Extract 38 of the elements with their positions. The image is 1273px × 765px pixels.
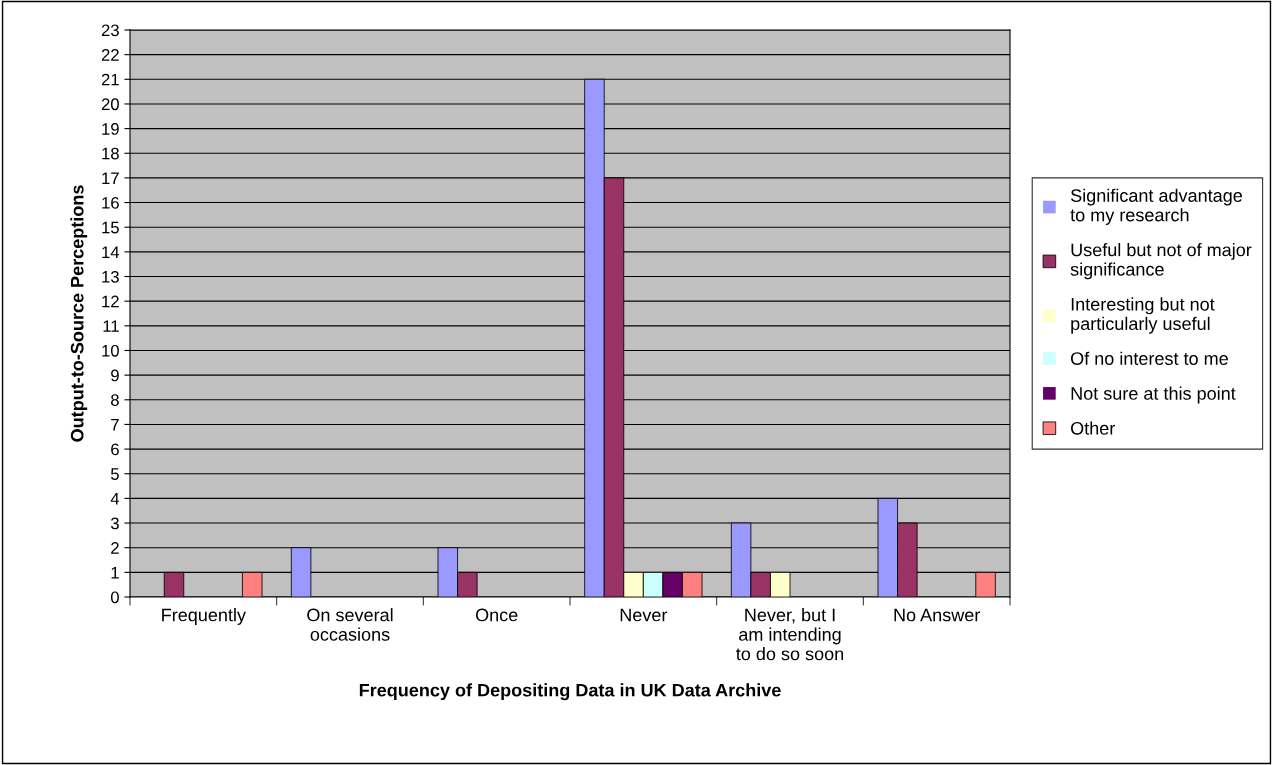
legend-label: Interesting but not particularly useful — [1071, 297, 1215, 334]
x-tick-label: Frequently — [162, 608, 246, 625]
y-tick-label: 18 — [102, 147, 119, 160]
y-tick-label: 7 — [111, 419, 119, 431]
y-tick-label: 1 — [111, 566, 119, 579]
y-tick-label: 23 — [101, 24, 119, 37]
y-axis-title: Output-to-Source Perceptions — [70, 185, 88, 442]
y-tick-label: 14 — [102, 246, 120, 258]
y-tick-label: 22 — [101, 49, 119, 61]
y-tick-label: 6 — [111, 443, 119, 456]
y-tick-label: 13 — [102, 270, 119, 283]
x-tick-label: Never — [620, 608, 668, 622]
y-tick-label: 17 — [102, 172, 119, 184]
y-tick-label: 0 — [110, 591, 119, 604]
x-axis-title: Frequency of Depositing Data in UK Data Archive — [359, 683, 781, 701]
x-tick-label: No Answer — [894, 608, 981, 622]
legend-label: Of no interest to me — [1071, 351, 1228, 365]
y-tick-label: 15 — [102, 221, 119, 234]
y-tick-label: 8 — [111, 394, 119, 406]
legend-label: Significant advantage to my research — [1070, 188, 1242, 225]
y-tick-label: 12 — [102, 295, 119, 308]
y-tick-label: 5 — [110, 468, 119, 480]
y-tick-label: 21 — [101, 73, 119, 86]
legend-label: Other — [1071, 421, 1115, 435]
x-tick-label: Never, but I am intending to do so soon — [736, 608, 844, 661]
y-tick-label: 4 — [110, 492, 120, 505]
y-tick-label: 2 — [111, 542, 119, 554]
legend-label: Useful but not of major significance — [1070, 243, 1252, 280]
y-tick-label: 3 — [110, 517, 119, 530]
y-tick-label: 19 — [102, 123, 119, 135]
y-tick-label: 20 — [101, 98, 119, 111]
x-tick-label: On several occasions — [307, 608, 393, 641]
x-tick-label: Once — [475, 608, 518, 622]
y-tick-label: 9 — [111, 369, 119, 382]
y-tick-label: 11 — [103, 320, 119, 332]
y-tick-label: 16 — [102, 196, 119, 209]
y-tick-label: 10 — [102, 344, 119, 357]
legend-label: Not sure at this point — [1071, 386, 1236, 404]
